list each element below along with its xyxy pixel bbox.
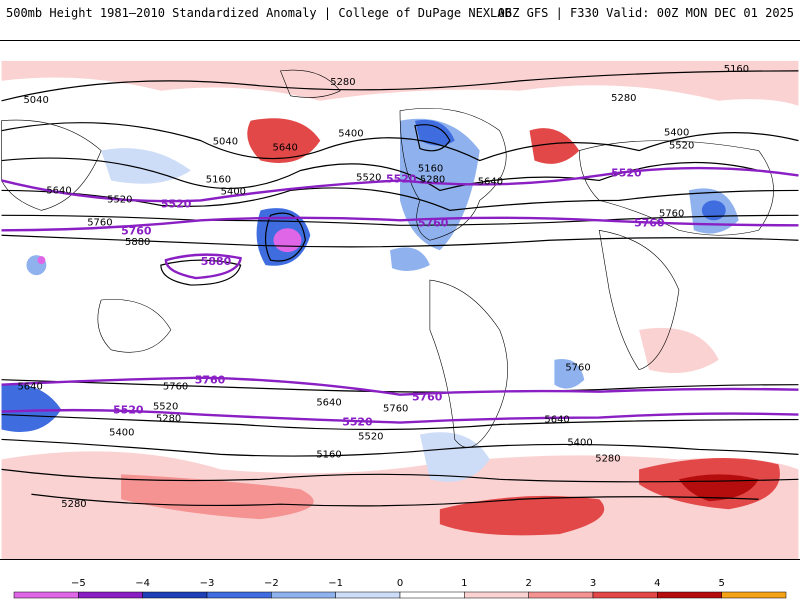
contour-label: 5640 bbox=[17, 382, 42, 393]
contour-label: 5760 bbox=[565, 363, 590, 374]
contour-label: 5040 bbox=[213, 137, 238, 148]
colorbar-swatch bbox=[142, 591, 208, 599]
contour-label: 5520 bbox=[153, 402, 178, 413]
model-run-info: 06Z GFS | F330 Valid: 00Z MON DEC 01 202… bbox=[497, 6, 794, 20]
colorbar-tick-label: 0 bbox=[397, 578, 403, 589]
highlight-label: 5880 bbox=[201, 255, 232, 268]
anomaly-map: 5040 5280 5160 5400 5640 5520 5760 5880 … bbox=[0, 40, 800, 560]
contour-label: 5760 bbox=[163, 382, 188, 393]
map-title: 500mb Height 1981–2010 Standardized Anom… bbox=[6, 6, 512, 20]
contour-label: 5160 bbox=[206, 174, 231, 185]
contour-label: 5880 bbox=[125, 237, 150, 248]
contour-label: 5640 bbox=[272, 143, 297, 154]
colorbar-swatch bbox=[399, 591, 465, 599]
highlight-label: 5520 bbox=[342, 416, 373, 429]
contour-label: 5280 bbox=[156, 414, 181, 425]
contour-label: 5760 bbox=[659, 208, 684, 219]
highlight-label: 5760 bbox=[418, 216, 449, 229]
colorbar-tick-label: 5 bbox=[718, 578, 724, 589]
highlight-label: 5760 bbox=[195, 374, 226, 387]
colorbar-swatch bbox=[657, 591, 722, 599]
contour-label: 5520 bbox=[358, 431, 383, 442]
contour-labels: 5040 5280 5160 5400 5640 5520 5760 5880 … bbox=[17, 64, 749, 510]
highlight-label: 5760 bbox=[412, 391, 443, 404]
contour-label: 5280 bbox=[420, 174, 445, 185]
contour-label: 5160 bbox=[316, 449, 341, 460]
contour-label: 5640 bbox=[316, 398, 341, 409]
colorbar-tick-label: 2 bbox=[525, 578, 531, 589]
colorbar-tick-label: −1 bbox=[328, 578, 343, 589]
colorbar-tick-label: −5 bbox=[71, 578, 86, 589]
highlight-label: 5760 bbox=[121, 224, 152, 237]
anomaly-colorbar: −5 −4 −3 −2 −1 0 1 2 3 4 5 bbox=[13, 578, 787, 599]
contour-label: 5280 bbox=[61, 499, 86, 510]
highlight-contour-labels: 5520 5760 5880 5520 5760 5520 5760 5760 … bbox=[113, 166, 665, 428]
contour-label: 5520 bbox=[669, 141, 694, 152]
contour-label: 5640 bbox=[46, 185, 71, 196]
contour-label: 5160 bbox=[418, 163, 443, 174]
contour-label: 5400 bbox=[338, 129, 363, 140]
colorbar-swatch bbox=[78, 591, 143, 599]
highlight-label: 5760 bbox=[634, 216, 665, 229]
colorbar-tick-label: 3 bbox=[590, 578, 596, 589]
colorbar-swatch bbox=[206, 591, 272, 599]
highlight-label: 5520 bbox=[611, 166, 642, 179]
highlight-label: 5520 bbox=[113, 404, 144, 417]
highlight-label: 5520 bbox=[161, 197, 192, 210]
contour-label: 5760 bbox=[87, 217, 112, 228]
colorbar-tick-label: −3 bbox=[200, 578, 215, 589]
contour-label: 5280 bbox=[595, 453, 620, 464]
contour-label: 5280 bbox=[330, 77, 355, 88]
contour-label: 5040 bbox=[23, 95, 48, 106]
colorbar-swatches bbox=[13, 591, 787, 599]
colorbar-swatch bbox=[528, 591, 594, 599]
colorbar-tick-label: 1 bbox=[461, 578, 467, 589]
contour-label: 5640 bbox=[478, 176, 503, 187]
contour-label: 5400 bbox=[664, 128, 689, 139]
contour-label: 5160 bbox=[724, 64, 749, 75]
colorbar-swatch bbox=[335, 591, 401, 599]
colorbar-swatch bbox=[271, 591, 336, 599]
colorbar-tick-label: 4 bbox=[654, 578, 660, 589]
contour-label: 5520 bbox=[356, 172, 381, 183]
contour-label: 5640 bbox=[544, 415, 569, 426]
map-header: 500mb Height 1981–2010 Standardized Anom… bbox=[0, 0, 800, 26]
highlight-label: 5520 bbox=[386, 172, 417, 185]
contour-label: 5520 bbox=[107, 194, 132, 205]
colorbar-swatch bbox=[464, 591, 529, 599]
colorbar-swatch bbox=[13, 591, 79, 599]
contour-label: 5280 bbox=[611, 93, 636, 104]
colorbar-swatch bbox=[721, 591, 787, 599]
contour-label: 5400 bbox=[109, 427, 134, 438]
highlight-contours bbox=[1, 166, 799, 424]
contour-label: 5400 bbox=[567, 437, 592, 448]
colorbar-ticks: −5 −4 −3 −2 −1 0 1 2 3 4 5 bbox=[71, 578, 725, 589]
contour-label: 5400 bbox=[221, 186, 246, 197]
colorbar-tick-label: −2 bbox=[264, 578, 279, 589]
colorbar-swatch bbox=[592, 591, 658, 599]
contour-label: 5760 bbox=[383, 404, 408, 415]
colorbar-tick-label: −4 bbox=[135, 578, 150, 589]
